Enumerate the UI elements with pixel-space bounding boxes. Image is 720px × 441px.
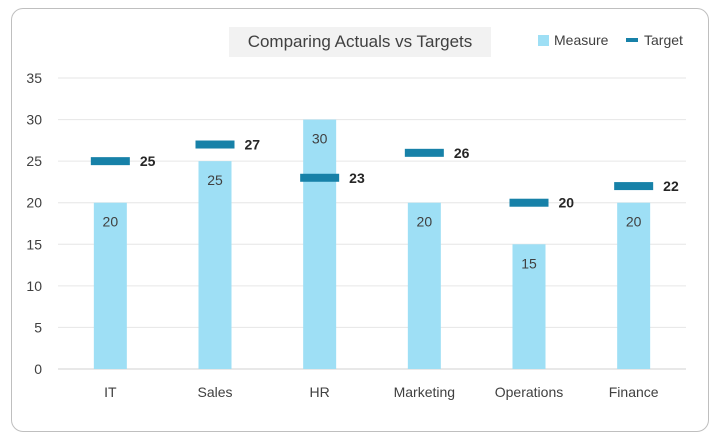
y-tick-label-10: 10 [26,278,42,294]
bar-it [93,202,127,369]
bar-label-finance: 20 [626,214,642,230]
bar-finance [617,202,651,369]
bar-sales [198,161,232,369]
legend-label-measure: Measure [554,32,609,48]
target-label-hr: 23 [349,170,365,186]
target-marker-sales [195,140,235,149]
legend-swatch-target [626,38,638,42]
y-tick-label-0: 0 [34,361,42,377]
legend-item-measure: Measure [538,29,608,51]
bar-hr [303,119,337,369]
y-tick-label-30: 30 [26,112,42,128]
bar-label-marketing: 20 [417,214,433,230]
x-tick-label-finance: Finance [609,384,659,400]
y-tick-label-5: 5 [34,319,42,335]
target-label-finance: 22 [663,178,679,194]
chart-title: Comparing Actuals vs Targets [247,32,473,51]
target-marker-marketing [404,148,444,157]
target-label-marketing: 26 [454,145,470,161]
legend-swatch-measure [538,34,549,46]
x-tick-label-sales: Sales [197,384,232,400]
x-tick-label-operations: Operations [495,384,563,400]
y-tick-label-25: 25 [26,153,42,169]
target-marker-operations [509,198,549,207]
bar-operations [512,244,546,369]
target-marker-finance [614,182,654,191]
x-tick-label-it: IT [104,384,117,400]
bar-label-it: 20 [103,214,119,230]
chart-title-background [229,27,491,57]
legend-label-target: Target [644,32,683,48]
chart-frame [11,8,709,432]
y-tick-label-35: 35 [26,70,42,86]
target-label-operations: 20 [559,195,575,211]
bar-label-hr: 30 [312,131,328,147]
legend-item-target: Target [626,29,683,51]
y-tick-label-15: 15 [26,236,42,252]
y-tick-label-20: 20 [26,195,42,211]
target-marker-hr [300,173,340,182]
target-label-it: 25 [140,153,156,169]
target-marker-it [90,157,130,166]
x-tick-label-hr: HR [310,384,330,400]
bar-label-sales: 25 [207,172,223,188]
bar-marketing [407,202,441,369]
bar-label-operations: 15 [521,255,537,271]
x-tick-label-marketing: Marketing [394,384,455,400]
target-label-sales: 27 [245,137,261,153]
